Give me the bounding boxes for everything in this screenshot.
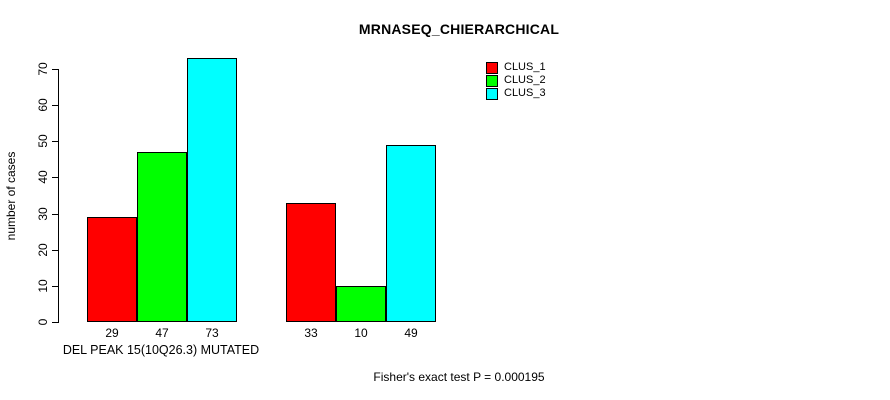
bar-clus_1-group-1 xyxy=(87,217,137,322)
legend-item: CLUS_2 xyxy=(486,74,546,87)
bar-clus_2-group-2 xyxy=(336,285,386,322)
bar-value-label: 73 xyxy=(205,326,219,340)
y-tick xyxy=(52,105,58,107)
bar-value-label: 47 xyxy=(155,326,169,340)
chart-title: MRNASEQ_CHIERARCHICAL xyxy=(358,21,560,37)
legend: CLUS_1 CLUS_2 CLUS_3 xyxy=(486,61,546,100)
legend-item: CLUS_3 xyxy=(486,87,546,100)
x-axis-title: DEL PEAK 15(10Q26.3) MUTATED xyxy=(62,343,260,357)
y-tick-label: 60 xyxy=(36,98,50,112)
fisher-test-annotation: Fisher's exact test P = 0.000195 xyxy=(373,370,545,384)
y-tick-label: 0 xyxy=(36,318,50,326)
y-tick-label: 40 xyxy=(36,170,50,185)
bar-value-label: 49 xyxy=(404,326,418,340)
y-tick-label: 10 xyxy=(36,279,50,293)
bar-clus_1-group-2 xyxy=(286,202,336,322)
y-tick xyxy=(52,69,58,70)
bar-value-label: 29 xyxy=(105,326,119,340)
y-tick xyxy=(52,213,58,215)
legend-label: CLUS_3 xyxy=(504,87,546,99)
bar-clus_3-group-1 xyxy=(187,58,237,322)
bar-value-label: 33 xyxy=(304,326,318,340)
y-tick xyxy=(52,177,58,179)
y-tick-label: 70 xyxy=(36,62,50,76)
y-tick-label: 30 xyxy=(36,206,50,221)
legend-swatch-icon xyxy=(486,61,498,74)
bar-value-label: 10 xyxy=(354,326,368,340)
y-tick-label: 50 xyxy=(36,134,50,148)
legend-label: CLUS_1 xyxy=(504,61,546,73)
legend-swatch-icon xyxy=(486,87,498,100)
legend-swatch-icon xyxy=(486,74,498,87)
y-tick xyxy=(52,249,58,251)
legend-label: CLUS_2 xyxy=(504,74,546,86)
y-axis-title: number of cases xyxy=(4,151,18,241)
bar-clus_3-group-2 xyxy=(386,144,436,322)
y-tick xyxy=(52,322,58,323)
y-axis-line xyxy=(58,69,59,323)
y-tick-label: 20 xyxy=(36,243,50,257)
y-tick xyxy=(52,141,58,143)
bar-clus_2-group-1 xyxy=(137,152,187,322)
y-tick xyxy=(52,285,58,287)
legend-item: CLUS_1 xyxy=(486,61,546,74)
